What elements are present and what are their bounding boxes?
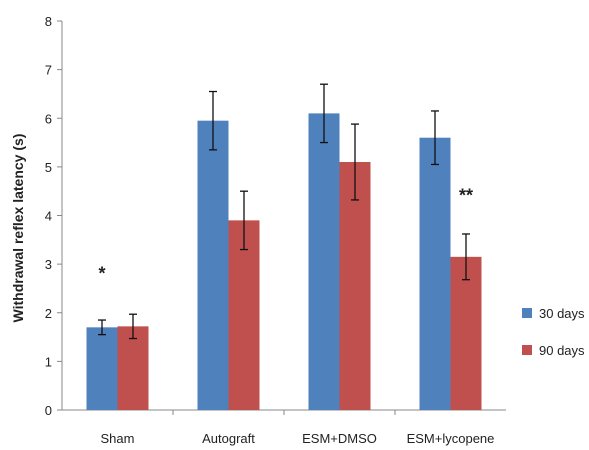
x-tick-label: ESM+lycopene	[407, 431, 495, 446]
bar-series1	[197, 120, 229, 411]
bar-series2	[117, 326, 149, 410]
legend-label: 30 days	[539, 306, 585, 321]
y-tick-label: 4	[45, 209, 52, 224]
significance-marker: **	[459, 186, 473, 206]
bar-series1	[86, 327, 118, 410]
y-tick-label: 1	[45, 354, 52, 369]
bar-series1	[419, 137, 451, 410]
x-tick-label: ESM+DMSO	[302, 431, 377, 446]
y-tick-label: 7	[45, 63, 52, 78]
bar-series1	[308, 113, 340, 410]
y-tick-label: 5	[45, 160, 52, 175]
y-tick-label: 8	[45, 14, 52, 29]
legend-label: 90 days	[539, 343, 585, 358]
legend-swatch	[522, 308, 532, 318]
legend: 30 days 90 days	[522, 306, 585, 358]
plot-area: 0 1 2 3 4 5 6 7 8 Sham Autograft ESM+DMSO ESM+lycope…	[45, 14, 506, 446]
y-tick-label: 0	[45, 403, 52, 418]
bar-series2	[228, 220, 260, 410]
y-tick-label: 2	[45, 306, 52, 321]
x-tick-label: Autograft	[202, 431, 255, 446]
bar-series2	[339, 162, 371, 410]
y-tick-label: 3	[45, 257, 52, 272]
significance-marker: *	[98, 263, 105, 283]
y-tick-label: 6	[45, 111, 52, 126]
legend-swatch	[522, 345, 532, 355]
y-axis-label: Withdrawal reflex latency (s)	[10, 134, 26, 323]
x-tick-label: Sham	[101, 431, 135, 446]
bar-series2	[450, 256, 482, 410]
